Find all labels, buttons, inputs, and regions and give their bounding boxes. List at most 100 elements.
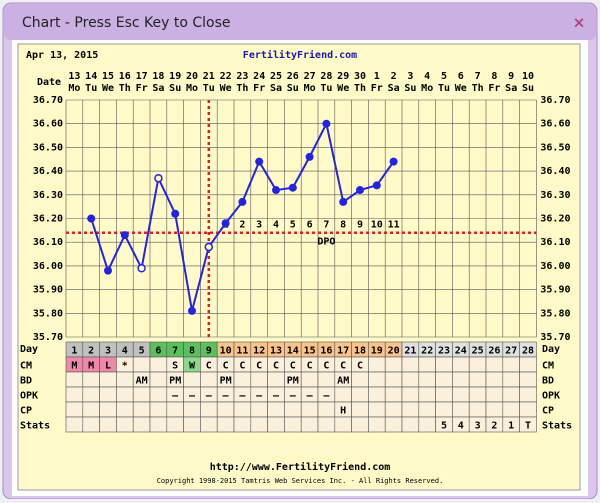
day-number: 19 bbox=[371, 346, 383, 357]
row-cell bbox=[82, 386, 100, 403]
weekday-label: Sa bbox=[505, 83, 517, 94]
day-number: 28 bbox=[522, 346, 534, 357]
weekday-label: Sa bbox=[388, 83, 400, 94]
row-cell bbox=[468, 356, 487, 373]
row-cell bbox=[116, 386, 134, 403]
weekday-label: Su bbox=[404, 83, 416, 94]
row-cell bbox=[384, 401, 403, 418]
temperature-point bbox=[188, 306, 196, 315]
row-cell bbox=[502, 401, 520, 418]
row-cell bbox=[334, 416, 352, 433]
row-cell bbox=[300, 371, 319, 388]
x-tick-label: 19 bbox=[169, 71, 181, 82]
day-number: 13 bbox=[270, 346, 282, 357]
row-cell bbox=[317, 371, 336, 388]
x-tick-label: 27 bbox=[304, 71, 316, 82]
day-number: 20 bbox=[388, 346, 400, 357]
row-cell bbox=[149, 371, 168, 388]
close-button[interactable]: × bbox=[573, 14, 586, 32]
temperature-point bbox=[104, 266, 112, 275]
y-tick-label: 36.20 bbox=[540, 214, 570, 225]
row-cell-text: C bbox=[239, 361, 245, 372]
row-cell-text: 4 bbox=[458, 421, 464, 432]
day-number: 6 bbox=[155, 346, 161, 357]
footer-url[interactable]: http://www.FertilityFriend.com bbox=[210, 461, 391, 473]
day-number: 7 bbox=[172, 346, 178, 357]
weekday-label: Fr bbox=[371, 83, 383, 94]
row-cell bbox=[149, 356, 168, 373]
x-tick-label: 1 bbox=[374, 71, 380, 82]
row-cell bbox=[334, 386, 352, 403]
temperature-point bbox=[339, 197, 348, 206]
x-tick-label: 25 bbox=[270, 71, 282, 82]
x-tick-label: 7 bbox=[475, 71, 481, 82]
site-title: FertilityFriend.com bbox=[243, 49, 357, 61]
row-cell bbox=[99, 386, 117, 403]
day-label: Day bbox=[542, 344, 560, 355]
row-cell-text: PM bbox=[169, 376, 181, 387]
row-cell bbox=[468, 371, 487, 388]
dpo-label: 10 bbox=[371, 220, 383, 231]
y-tick-label: 36.70 bbox=[33, 95, 63, 106]
weekday-label: Th bbox=[472, 83, 484, 94]
weekday-label: Su bbox=[287, 83, 299, 94]
row-cell bbox=[519, 401, 537, 418]
row-cell bbox=[401, 401, 420, 418]
x-tick-label: 14 bbox=[85, 71, 97, 82]
weekday-label: Su bbox=[522, 83, 534, 94]
temperature-point bbox=[322, 119, 331, 128]
row-cell bbox=[166, 416, 184, 433]
row-cell bbox=[65, 386, 84, 403]
row-cell bbox=[65, 371, 84, 388]
temperature-point bbox=[238, 197, 247, 206]
row-cell bbox=[384, 356, 403, 373]
weekday-label: Su bbox=[169, 83, 181, 94]
row-cell bbox=[418, 401, 436, 418]
row-cell-text: PM bbox=[220, 376, 232, 387]
row-cell bbox=[384, 386, 403, 403]
weekday-label: Tu bbox=[203, 83, 215, 94]
weekday-label: Mo bbox=[304, 83, 316, 94]
weekday-label: We bbox=[220, 83, 232, 94]
row-cell-text: T bbox=[525, 421, 531, 432]
row-cell bbox=[368, 401, 386, 418]
row-cell bbox=[233, 371, 252, 388]
row-cell bbox=[502, 371, 520, 388]
y-tick-label: 36.60 bbox=[33, 119, 63, 130]
row-cell-text: C bbox=[323, 361, 329, 372]
row-cell bbox=[267, 416, 285, 433]
row-cell bbox=[149, 386, 168, 403]
weekday-label: We bbox=[455, 83, 467, 94]
chart-date: Apr 13, 2015 bbox=[26, 50, 98, 61]
row-cell-text: – bbox=[206, 391, 213, 402]
row-cell-text: 5 bbox=[441, 421, 447, 432]
row-cell bbox=[65, 416, 84, 433]
day-number: 3 bbox=[105, 346, 111, 357]
row-cell bbox=[502, 356, 520, 373]
temperature-point bbox=[356, 186, 364, 195]
x-tick-label: 6 bbox=[458, 71, 464, 82]
row-cell-text: AM bbox=[136, 376, 148, 387]
row-cell bbox=[116, 416, 134, 433]
row-cell bbox=[99, 401, 117, 418]
dpo-text: DPO bbox=[317, 237, 335, 248]
weekday-label: Fr bbox=[488, 83, 500, 94]
day-label: Day bbox=[20, 344, 38, 355]
y-tick-label: 35.90 bbox=[540, 285, 570, 296]
row-cell bbox=[284, 416, 302, 433]
row-cell bbox=[384, 416, 403, 433]
x-tick-label: 21 bbox=[203, 71, 215, 82]
weekday-label: We bbox=[337, 83, 349, 94]
row-cell bbox=[435, 401, 453, 418]
row-cell-text: C bbox=[223, 361, 229, 372]
y-tick-label: 35.70 bbox=[33, 332, 63, 343]
copyright: Copyright 1998-2015 Tamtris Web Services… bbox=[157, 477, 444, 485]
row-cell-text: S bbox=[172, 361, 178, 372]
row-cell bbox=[435, 371, 453, 388]
row-cell-text: – bbox=[172, 391, 179, 402]
row-cell bbox=[351, 371, 369, 388]
row-cell bbox=[418, 416, 436, 433]
weekday-label: We bbox=[102, 83, 114, 94]
row-cell-text: 1 bbox=[508, 421, 514, 432]
row-cell bbox=[132, 416, 151, 433]
